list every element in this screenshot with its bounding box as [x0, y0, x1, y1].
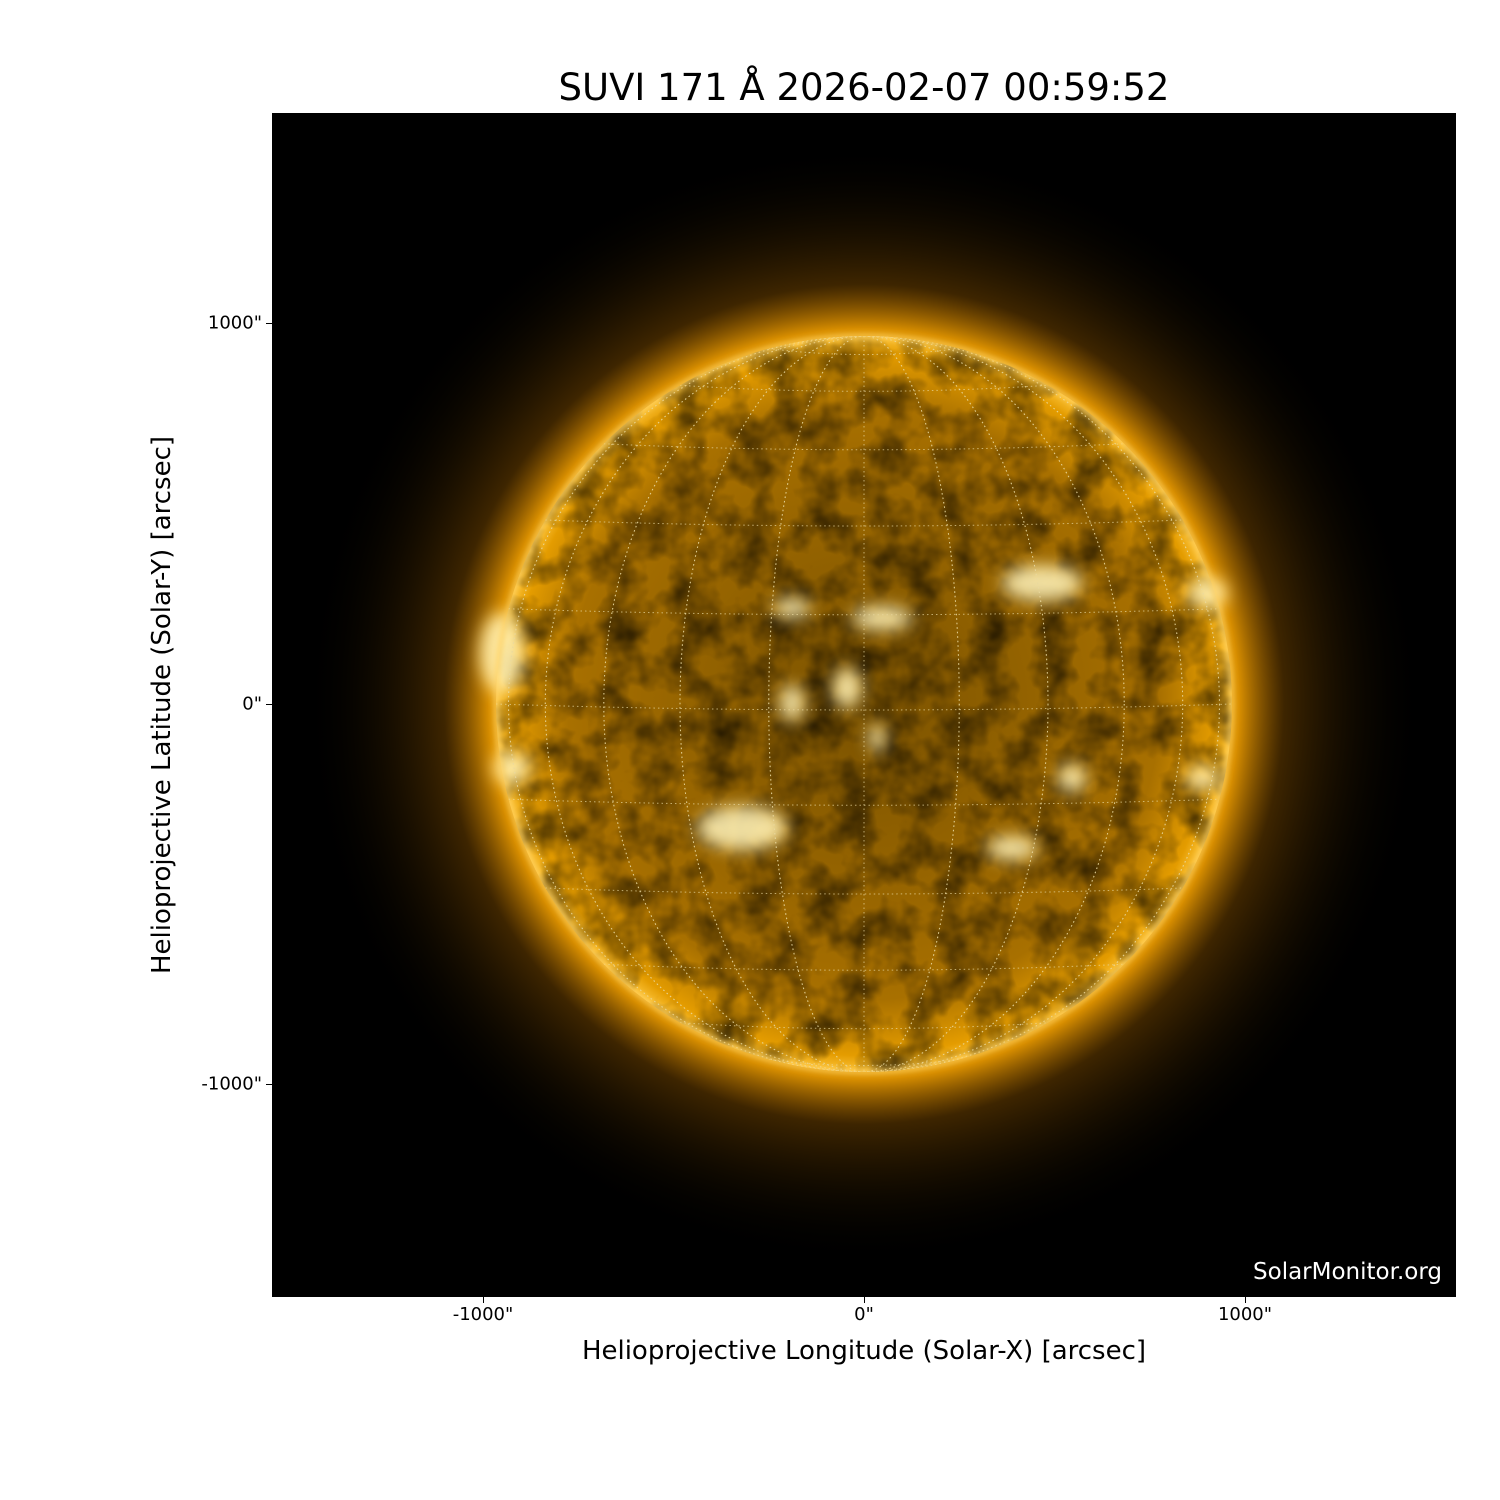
- y-tick-mark: [266, 323, 272, 324]
- plot-title: SUVI 171 Å 2026-02-07 00:59:52: [558, 66, 1170, 109]
- x-tick-mark: [1245, 1297, 1246, 1303]
- bright-region: [774, 598, 810, 618]
- y-tick-label: 1000": [207, 312, 262, 334]
- x-tick-mark: [864, 1297, 865, 1303]
- y-tick-mark: [266, 1084, 272, 1085]
- limb: [494, 334, 1234, 1074]
- bright-region: [697, 806, 787, 850]
- meridian-line: [768, 336, 960, 1072]
- bright-region: [852, 606, 912, 630]
- meridian-line: [679, 336, 1049, 1072]
- meridian-line: [544, 336, 1184, 1072]
- latitude-line: [508, 798, 1220, 806]
- latitude-line: [768, 1058, 960, 1066]
- y-axis-label: Helioprojective Latitude (Solar-Y) [arcs…: [147, 435, 177, 975]
- bright-region: [1058, 764, 1086, 792]
- x-tick-label: -1000": [452, 1304, 514, 1325]
- x-tick-label: 0": [854, 1304, 874, 1325]
- y-tick-mark: [266, 704, 272, 705]
- latitude-line: [768, 348, 960, 356]
- bright-region: [869, 724, 885, 752]
- x-axis-label: Helioprojective Longitude (Solar-X) [arc…: [581, 1336, 1147, 1366]
- y-tick-label: 0": [242, 693, 262, 715]
- meridian-line: [508, 336, 1220, 1072]
- meridian-line: [603, 336, 1125, 1072]
- bright-region: [1186, 766, 1218, 790]
- coordinate-grid: [496, 336, 1232, 1072]
- bright-region: [987, 836, 1037, 860]
- bright-region: [780, 685, 804, 721]
- x-tick-mark: [483, 1297, 484, 1303]
- sun-disk: [304, 144, 1424, 1264]
- bright-region: [1187, 578, 1227, 608]
- watermark: SolarMonitor.org: [1253, 1259, 1442, 1285]
- bright-region: [1002, 565, 1082, 601]
- bright-region: [833, 668, 861, 708]
- latitude-line: [508, 608, 1220, 616]
- active-regions: [480, 565, 1227, 860]
- latitude-line: [496, 703, 1232, 711]
- x-tick-label: 1000": [1217, 1304, 1273, 1325]
- y-tick-label: -1000": [201, 1073, 262, 1095]
- solar-image: SolarMonitor.org: [272, 113, 1456, 1297]
- bright-region: [480, 613, 524, 693]
